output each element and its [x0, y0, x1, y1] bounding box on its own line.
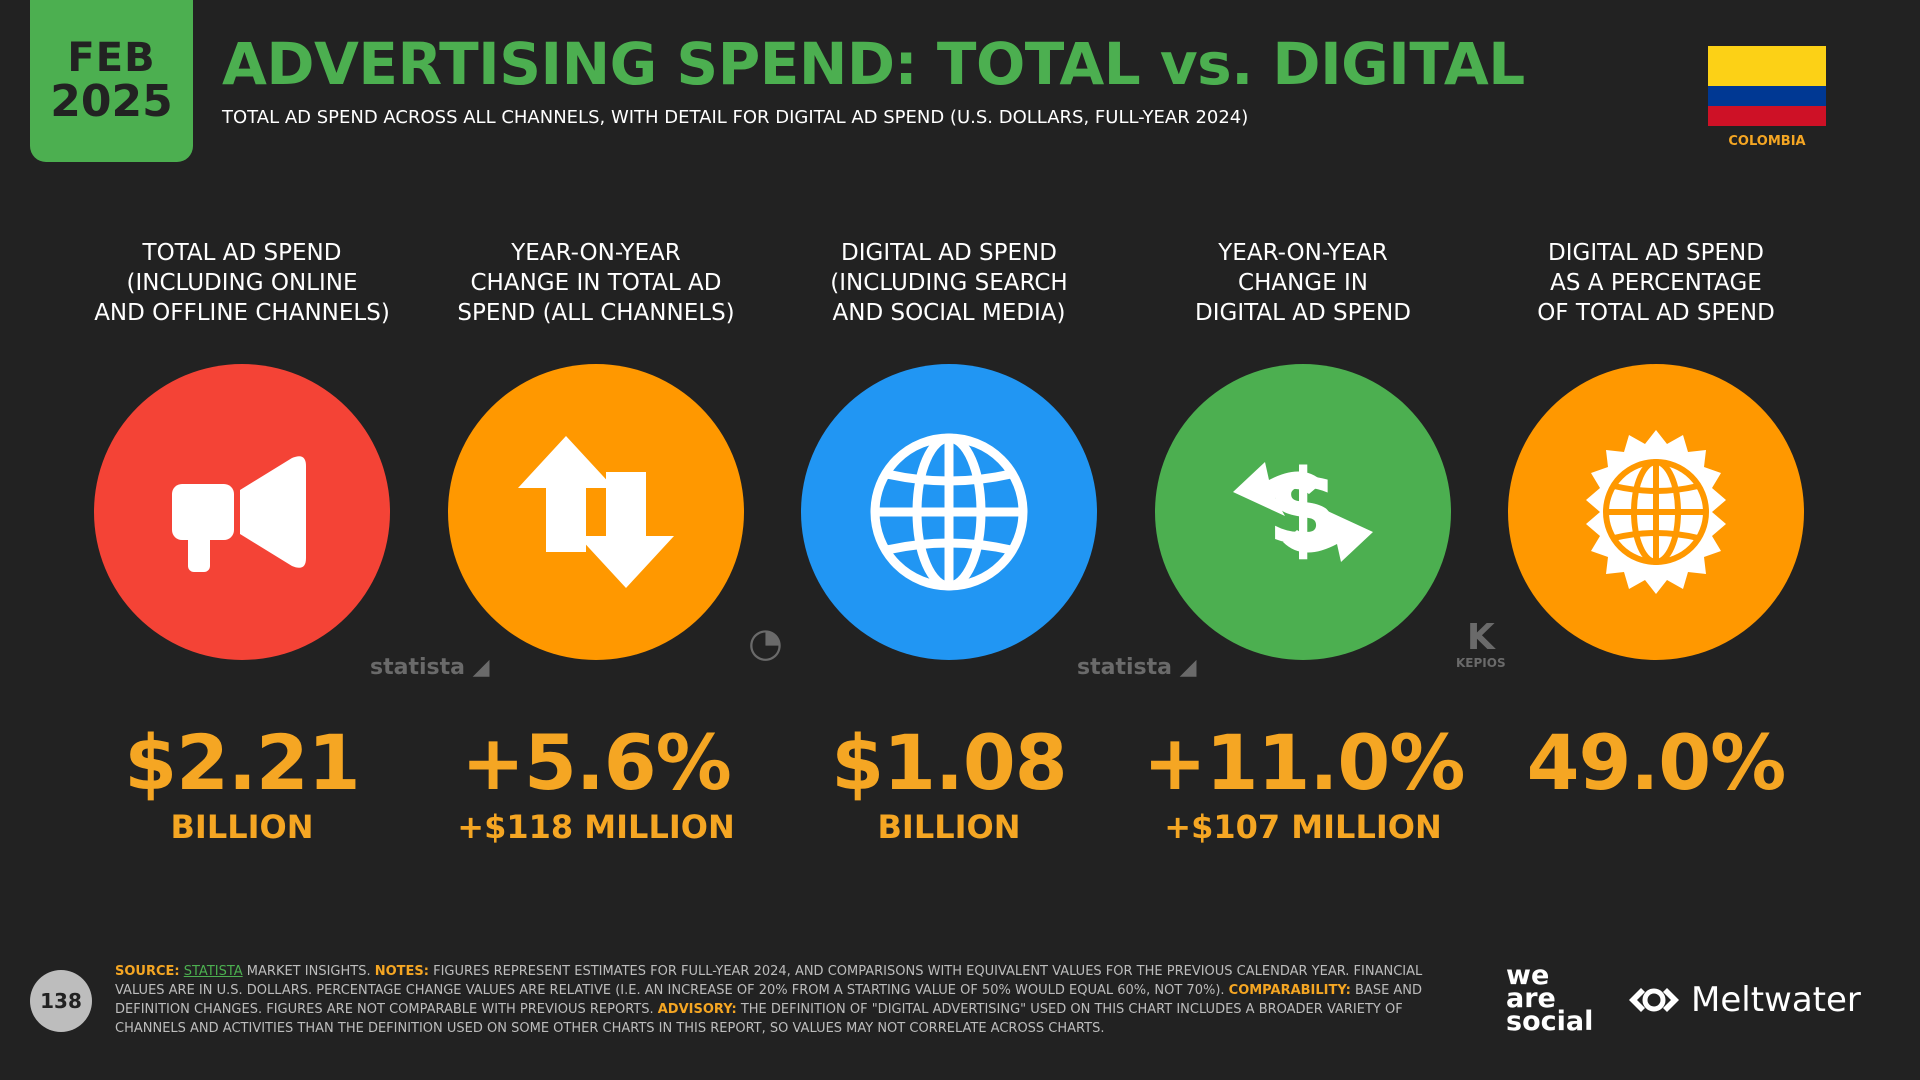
metric-value-total-change: +5.6%	[461, 718, 731, 807]
statista-logo-2: statista ◢	[1077, 655, 1197, 680]
metric-label-digital-share: DIGITAL AD SPEND AS A PERCENTAGE OF TOTA…	[1537, 240, 1775, 326]
badge-year: 2025	[50, 75, 173, 127]
metric-unit-total-ad-spend: BILLION	[170, 808, 314, 846]
we-are-social-logo: we are social	[1506, 960, 1594, 1037]
metric-value-total-ad-spend: $2.21	[124, 718, 360, 807]
badge-month: FEB	[67, 34, 156, 81]
page-title: ADVERTISING SPEND: TOTAL vs. DIGITAL	[222, 30, 1525, 98]
statista-logo: statista ◢	[370, 655, 490, 680]
datareportal-icon: ◔	[748, 620, 783, 666]
metric-value-digital-change: +11.0%	[1143, 718, 1465, 807]
metric-unit-total-change: +$118 MILLION	[457, 808, 735, 846]
colombia-flag-icon	[1708, 46, 1826, 126]
metric-label-digital-change: YEAR-ON-YEAR CHANGE IN DIGITAL AD SPEND	[1195, 240, 1411, 326]
metric-label-total-ad-spend: TOTAL AD SPEND (INCLUDING ONLINE AND OFF…	[94, 240, 390, 326]
page-number: 138	[30, 970, 92, 1032]
dollar-exchange-icon: $	[1233, 447, 1373, 569]
badge-globe-circle	[1508, 364, 1804, 660]
up-down-arrows-icon	[518, 436, 674, 588]
page-subtitle: TOTAL AD SPEND ACROSS ALL CHANNELS, WITH…	[222, 107, 1249, 128]
arrows-circle	[448, 364, 744, 660]
metric-value-digital-ad-spend: $1.08	[831, 718, 1067, 807]
metric-value-digital-share: 49.0%	[1526, 718, 1787, 807]
date-badge: FEB 2025	[30, 0, 193, 162]
metric-unit-digital-ad-spend: BILLION	[877, 808, 1021, 846]
kepios-logo: K KEPIOS	[1456, 617, 1506, 671]
metric-label-digital-ad-spend: DIGITAL AD SPEND (INCLUDING SEARCH AND S…	[830, 240, 1068, 326]
meltwater-logo: Meltwater	[1625, 980, 1861, 1020]
metric-unit-digital-change: +$107 MILLION	[1164, 808, 1442, 846]
megaphone-icon	[172, 456, 306, 572]
meltwater-icon	[1629, 988, 1679, 1012]
source-link[interactable]: STATISTA	[183, 964, 243, 979]
globe-icon	[870, 433, 1028, 591]
svg-text:$: $	[1267, 447, 1339, 569]
globe-circle	[801, 364, 1097, 660]
dollar-circle: $	[1155, 364, 1451, 660]
footnote: SOURCE: STATISTA MARKET INSIGHTS. NOTES:…	[115, 964, 1423, 1036]
country-name: COLOMBIA	[1728, 134, 1806, 149]
globe-badge-icon	[1586, 430, 1726, 594]
megaphone-circle	[94, 364, 390, 660]
metric-label-total-change: YEAR-ON-YEAR CHANGE IN TOTAL AD SPEND (A…	[457, 240, 735, 326]
